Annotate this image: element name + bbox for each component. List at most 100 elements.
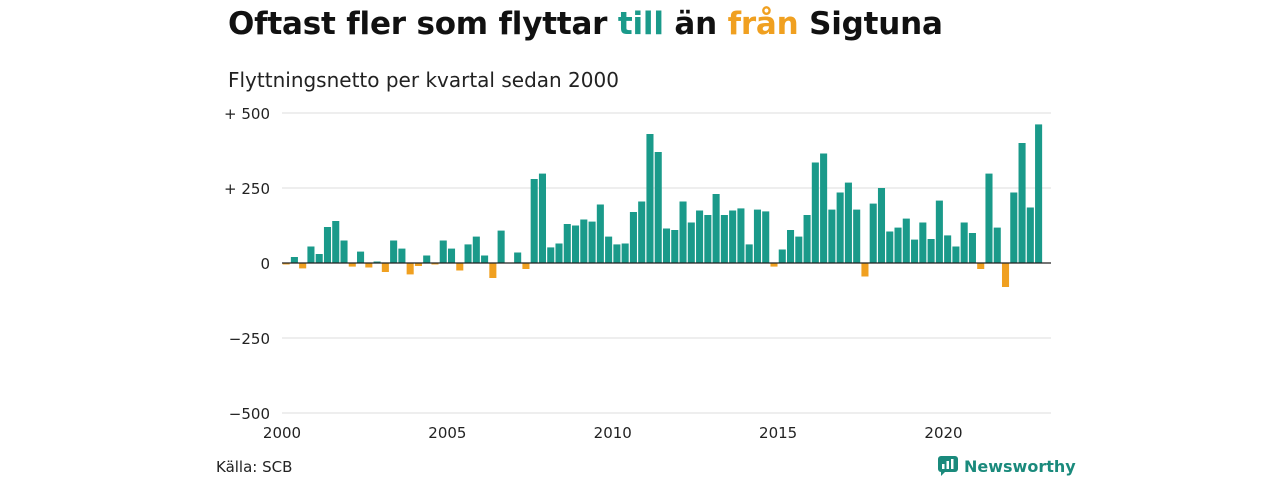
bar [853,209,861,263]
bar [1018,143,1026,263]
bar [629,212,637,263]
bar [712,194,720,263]
bar [596,204,604,263]
bar [968,233,976,263]
bar [902,218,910,263]
bar [481,255,489,263]
bar [323,227,332,263]
x-tick-label: 2010 [594,424,632,442]
bar [1010,192,1018,263]
bar [563,224,571,263]
title-word-fran: från [727,6,799,42]
bar [538,173,547,263]
bar [588,221,596,263]
bar [447,248,456,263]
bar [778,249,786,263]
bar [621,243,629,263]
bar [762,211,770,263]
y-tick-label: 0 [260,255,270,273]
brand-logo: Newsworthy [938,456,1076,476]
bar [836,192,844,263]
bar [720,215,728,263]
bar [390,240,398,263]
bar [299,263,307,269]
bar [696,210,704,263]
bar [828,209,836,263]
y-tick-label: −500 [229,405,270,423]
bar [737,208,745,263]
bar [580,219,588,263]
title-text-3: Sigtuna [798,6,943,42]
bar [671,230,679,263]
bar [869,203,877,263]
bar [911,239,919,263]
bar [381,263,389,272]
bar [431,263,439,265]
bar [348,263,356,267]
x-tick-label: 2005 [428,424,466,442]
bar [613,244,621,263]
bar [605,236,613,263]
bar [944,235,952,263]
bar [795,236,803,263]
bar [555,243,563,263]
bar [977,263,985,269]
bar [340,240,348,263]
bar [530,179,538,263]
bar [704,215,712,263]
bar [514,252,522,263]
title-word-till: till [617,6,664,42]
bar [1001,263,1010,287]
bar [861,263,869,277]
bar [985,173,993,263]
title-text-1: Oftast fler som flyttar [228,6,618,42]
bar [877,188,886,263]
bar [960,222,968,263]
bar [811,162,819,263]
brand-name: Newsworthy [964,456,1076,476]
bar [638,201,646,263]
bar [307,246,315,263]
bar [522,263,530,269]
bar [770,263,778,267]
bar [489,263,497,278]
bar [820,153,828,263]
chart-title: Oftast fler som flyttar till än från Sig… [228,6,943,42]
bar [547,247,555,263]
bar [844,182,852,263]
bar [332,221,340,263]
bar [282,263,290,265]
bar [679,201,687,263]
bar [886,231,894,263]
y-tick-label: −250 [229,330,270,348]
y-tick-label: + 500 [224,105,270,123]
bar [472,236,480,263]
bar [1026,207,1034,263]
x-tick-label: 2020 [924,424,962,442]
newsworthy-logo-icon [938,456,958,476]
bar [919,222,927,263]
bar [406,263,414,275]
bar [365,263,373,268]
x-tick-label: 2015 [759,424,797,442]
bar [439,240,447,263]
bar [464,244,472,263]
bar [373,261,381,263]
bar [315,254,323,263]
bar [894,227,902,263]
bar [927,239,935,263]
bar [290,257,298,263]
bar [662,228,671,263]
bar [993,227,1001,263]
bar [497,230,505,263]
bar [456,263,464,271]
bar [646,134,654,263]
bar [572,225,580,263]
bar [357,251,365,263]
bar [654,152,662,263]
x-tick-label: 2000 [263,424,301,442]
bar [786,230,795,263]
bar [745,244,753,263]
bar [398,248,406,263]
